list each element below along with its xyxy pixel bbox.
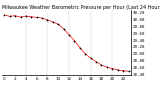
Text: Milwaukee Weather Barometric Pressure per Hour (Last 24 Hours): Milwaukee Weather Barometric Pressure pe… [2, 5, 160, 10]
